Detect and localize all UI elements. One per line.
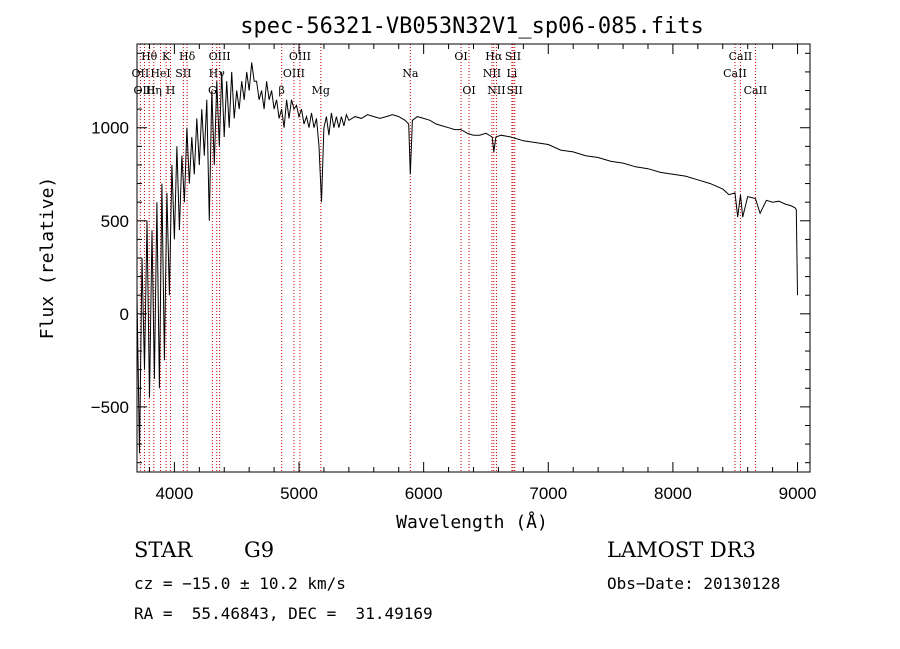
spectral-line-label: OIII: [289, 50, 311, 63]
spectral-line-label: SII: [505, 50, 521, 63]
spectral-line-label: Li: [506, 67, 517, 80]
redshift-text: cz = −15.0 ± 10.2 km/s: [134, 574, 346, 593]
spectral-line-label: G: [208, 84, 217, 97]
spectral-line-label: CaII: [744, 84, 768, 97]
spectral-line-label: Hα: [485, 50, 503, 63]
spectrum-line: [136, 62, 798, 454]
spectral-line-markers: [139, 44, 756, 472]
x-tick-label: 9000: [779, 484, 817, 503]
spectral-line-label: Na: [402, 67, 419, 80]
y-tick-label: 0: [120, 305, 129, 324]
spectral-line-label: OIII: [283, 67, 305, 80]
survey-name: LAMOST DR3: [607, 538, 756, 562]
y-tick-label: 1000: [91, 119, 129, 138]
object-class: STAR: [134, 538, 193, 562]
x-tick-label: 8000: [654, 484, 692, 503]
spectral-line-label: OI: [454, 50, 467, 63]
spectral-line-label: Hδ: [179, 50, 196, 63]
spectral-line-label: NII: [483, 67, 501, 80]
y-axis-label: Flux (relative): [37, 177, 58, 340]
spectral-line-label: β: [279, 84, 285, 97]
spectral-line-label: OII: [132, 67, 150, 80]
spectral-line-label: H: [166, 84, 176, 97]
plot-frame: [136, 43, 811, 473]
spectral-line-label: CaII: [729, 50, 753, 63]
x-tick-label: 4000: [155, 484, 193, 503]
spectral-line-label: Hη: [146, 84, 162, 97]
x-axis-label: Wavelength (Å): [396, 511, 548, 533]
y-tick-label: 500: [101, 212, 129, 231]
spectral-line-label: OIII: [133, 84, 155, 97]
spectral-line-label: Mg: [312, 84, 330, 97]
spectral-line-label: Hγ: [209, 67, 226, 80]
x-tick-label: 7000: [529, 484, 567, 503]
spectral-line-label: OIII: [209, 50, 231, 63]
x-tick-label: 5000: [280, 484, 318, 503]
spectral-line-label: SII: [507, 84, 523, 97]
x-axis: 4000 5000 6000 7000 8000 9000: [148, 44, 817, 503]
chart-title: spec-56321-VB053N32V1_sp06-085.fits: [240, 14, 704, 39]
x-tick-label: 6000: [405, 484, 443, 503]
spectral-line-label: SII: [175, 67, 191, 80]
spectral-line-label: HeI: [150, 67, 170, 80]
spectral-line-label: CaII: [723, 67, 747, 80]
object-subclass: G9: [244, 538, 275, 562]
y-axis: −500 0 500 1000: [91, 52, 810, 464]
spectral-line-label: Hθ: [141, 50, 158, 63]
spectral-line-label: OI: [462, 84, 475, 97]
y-tick-label: −500: [91, 398, 129, 417]
obs-date: Obs−Date: 20130128: [607, 574, 781, 593]
spectral-line-label: K: [162, 50, 171, 63]
coordinates: RA = 55.46843, DEC = 31.49169: [134, 604, 433, 623]
spectral-line-label: NII: [487, 84, 505, 97]
